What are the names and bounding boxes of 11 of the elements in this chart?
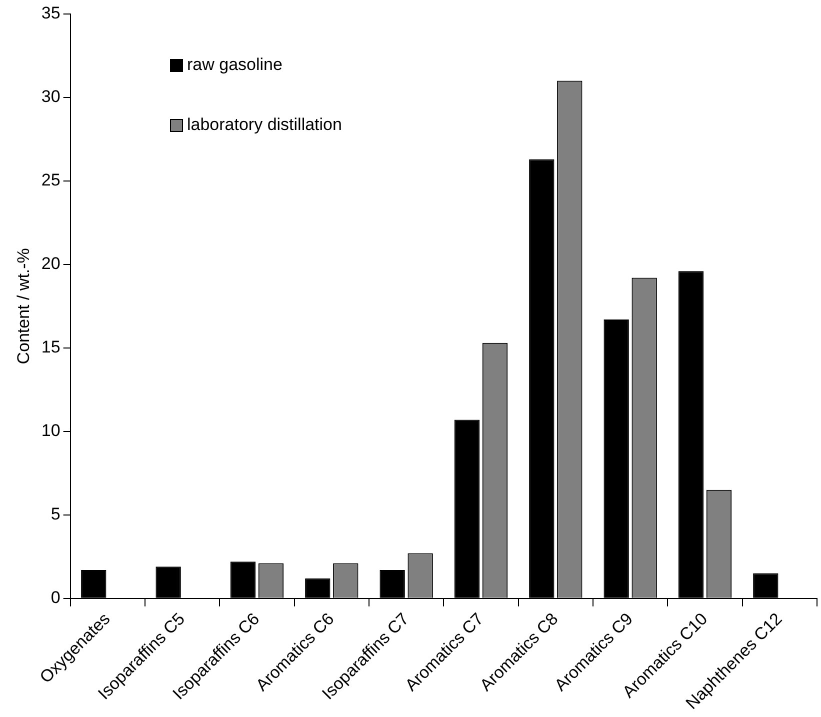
y-tick-label: 35 — [41, 4, 60, 23]
y-tick-label: 0 — [50, 588, 60, 608]
y-tick-label: 10 — [41, 421, 60, 440]
y-tick-label: 15 — [41, 338, 60, 357]
y-axis-title: Content / wt.-% — [14, 248, 33, 364]
y-tick-label: 25 — [41, 170, 60, 190]
legend-label: raw gasoline — [187, 55, 282, 75]
y-tick-label: 20 — [41, 254, 60, 274]
legend-label: laboratory distillation — [187, 115, 342, 135]
y-tick-label: 30 — [41, 87, 60, 106]
y-tick-label: 5 — [50, 504, 60, 524]
